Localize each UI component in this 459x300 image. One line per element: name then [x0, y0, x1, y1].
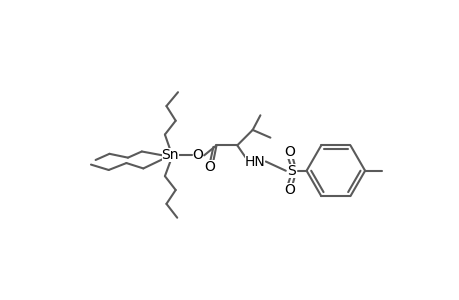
Text: O: O	[284, 183, 294, 197]
Text: O: O	[204, 160, 214, 174]
Text: O: O	[284, 145, 294, 158]
Text: O: O	[192, 148, 203, 162]
Text: S: S	[287, 164, 296, 178]
Text: Sn: Sn	[161, 148, 179, 162]
Text: HN: HN	[244, 154, 265, 169]
